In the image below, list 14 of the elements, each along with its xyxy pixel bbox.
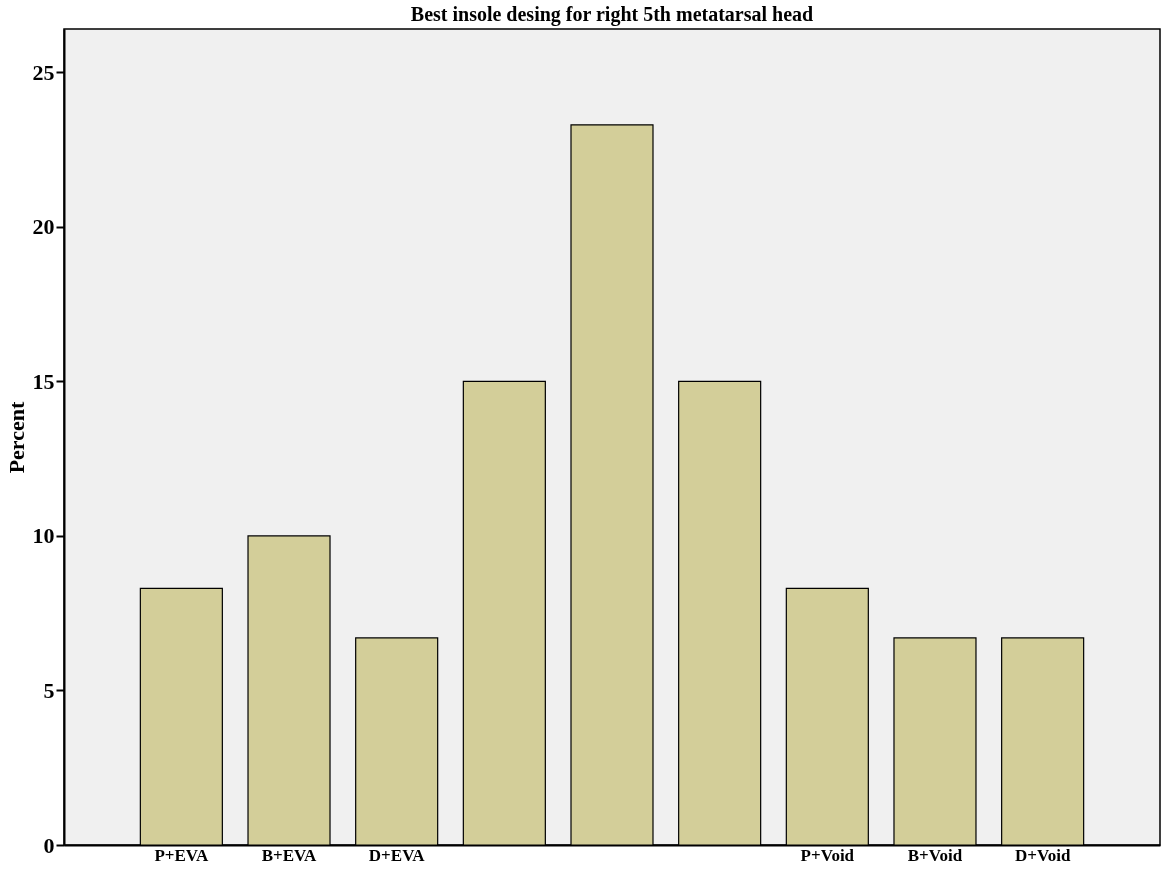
x-tick-label: B+EVA (261, 845, 318, 865)
y-tick-label: 10 (32, 523, 55, 549)
y-axis-title: Percent (3, 401, 29, 474)
chart-title: Best insole desing for right 5th metatarsal head (410, 3, 814, 26)
x-tick-label: D+Void (1014, 845, 1071, 865)
x-tick-label: P+EVA (154, 845, 209, 865)
y-tick-label: 15 (32, 368, 55, 394)
y-tick-label: 5 (43, 677, 55, 703)
y-tick-label: 20 (32, 214, 55, 240)
y-tick-label: 0 (43, 832, 55, 858)
x-tick-label: D+EVA (368, 845, 426, 865)
x-tick-label: B+Void (907, 845, 963, 865)
x-tick-label: P+Void (800, 845, 855, 865)
y-tick-label: 25 (32, 59, 55, 85)
